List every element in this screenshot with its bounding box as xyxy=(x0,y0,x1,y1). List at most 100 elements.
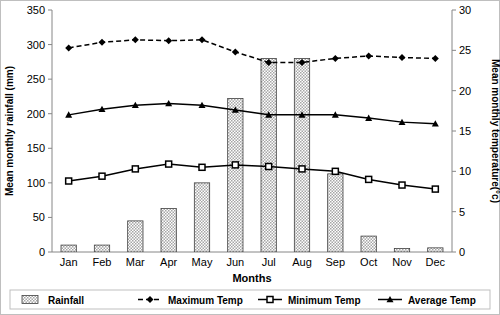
bar xyxy=(228,99,243,252)
y-tick-label: 350 xyxy=(27,4,45,16)
x-tick-label: Jun xyxy=(226,256,244,268)
legend-swatch xyxy=(22,296,38,304)
marker xyxy=(199,164,205,170)
y-tick xyxy=(48,252,52,253)
marker xyxy=(266,163,272,169)
x-tick-label: Mar xyxy=(126,256,145,268)
legend-marker xyxy=(147,296,154,303)
marker xyxy=(199,36,206,43)
legend: RainfallMaximum TempMinimum TempAverage … xyxy=(10,290,490,309)
marker xyxy=(332,168,338,174)
marker xyxy=(299,166,305,172)
y2-tick xyxy=(452,252,456,253)
y-axis xyxy=(52,10,53,252)
bar xyxy=(94,245,109,252)
y-tick xyxy=(48,217,52,218)
y-tick-label: 150 xyxy=(27,142,45,154)
y2-tick-label: 30 xyxy=(459,4,471,16)
legend-marker xyxy=(267,297,273,303)
y-tick xyxy=(48,10,52,11)
marker xyxy=(432,186,438,192)
line xyxy=(69,164,436,189)
y-tick-label: 50 xyxy=(33,211,45,223)
marker xyxy=(132,166,138,172)
marker xyxy=(232,162,238,168)
marker xyxy=(165,37,172,44)
marker xyxy=(132,36,139,43)
y-tick-label: 100 xyxy=(27,177,45,189)
x-tick-label: Aug xyxy=(292,256,312,268)
marker xyxy=(65,44,72,51)
bar xyxy=(128,221,143,252)
y-tick-label: 200 xyxy=(27,108,45,120)
x-tick-label: May xyxy=(192,256,213,268)
y2-tick xyxy=(452,211,456,212)
marker xyxy=(166,161,172,167)
bar xyxy=(328,174,343,252)
x-tick-label: Nov xyxy=(392,256,412,268)
legend-label: Minimum Temp xyxy=(288,295,361,306)
frame xyxy=(1,1,500,315)
y-tick xyxy=(48,79,52,80)
y2-tick xyxy=(452,90,456,91)
y2-axis-title: Mean monthly temperature(°c) xyxy=(490,59,500,203)
bar xyxy=(361,236,376,252)
line xyxy=(69,104,436,124)
marker xyxy=(365,115,372,121)
x-axis xyxy=(52,252,452,253)
legend-label: Maximum Temp xyxy=(168,295,243,306)
marker xyxy=(232,107,239,113)
x-tick-label: Jan xyxy=(60,256,78,268)
y-tick-label: 250 xyxy=(27,73,45,85)
y2-tick-label: 0 xyxy=(459,246,465,258)
bar xyxy=(194,183,209,252)
legend-label: Rainfall xyxy=(48,295,84,306)
marker xyxy=(366,176,372,182)
line xyxy=(69,40,436,63)
y2-tick xyxy=(452,50,456,51)
marker xyxy=(99,173,105,179)
x-tick-label: Jul xyxy=(262,256,276,268)
chart: 050100150200250300350051015202530JanFebM… xyxy=(0,0,500,315)
x-tick-label: Sep xyxy=(326,256,346,268)
marker xyxy=(66,178,72,184)
marker xyxy=(332,55,339,62)
x-axis-title: Months xyxy=(232,272,271,284)
y2-tick-label: 20 xyxy=(459,85,471,97)
y-tick xyxy=(48,182,52,183)
marker xyxy=(265,59,272,66)
legend-box xyxy=(10,290,490,309)
y-tick xyxy=(48,44,52,45)
marker xyxy=(99,39,106,46)
x-tick-label: Dec xyxy=(426,256,446,268)
marker xyxy=(65,111,72,117)
bar xyxy=(261,58,276,252)
marker xyxy=(299,111,306,117)
x-tick-label: Oct xyxy=(360,256,377,268)
marker xyxy=(132,102,139,108)
marker xyxy=(365,52,372,59)
y-tick xyxy=(48,113,52,114)
y-axis-title: Mean monthly rainfall (mm) xyxy=(4,66,15,196)
bar xyxy=(61,245,76,252)
bar xyxy=(394,249,409,252)
y2-tick xyxy=(452,10,456,11)
marker xyxy=(432,120,439,126)
marker xyxy=(332,111,339,117)
y-tick-label: 300 xyxy=(27,39,45,51)
plot xyxy=(61,36,443,252)
y-tick-label: 0 xyxy=(39,246,45,258)
marker xyxy=(299,59,306,66)
y2-tick-label: 15 xyxy=(459,125,471,137)
marker xyxy=(165,100,172,106)
bar xyxy=(428,248,443,252)
y2-tick-label: 5 xyxy=(459,206,465,218)
marker xyxy=(399,119,406,125)
marker xyxy=(399,54,406,61)
marker xyxy=(399,182,405,188)
y-tick xyxy=(48,148,52,149)
marker xyxy=(432,55,439,62)
x-tick-label: Feb xyxy=(93,256,112,268)
bar xyxy=(161,208,176,252)
marker xyxy=(232,48,239,55)
